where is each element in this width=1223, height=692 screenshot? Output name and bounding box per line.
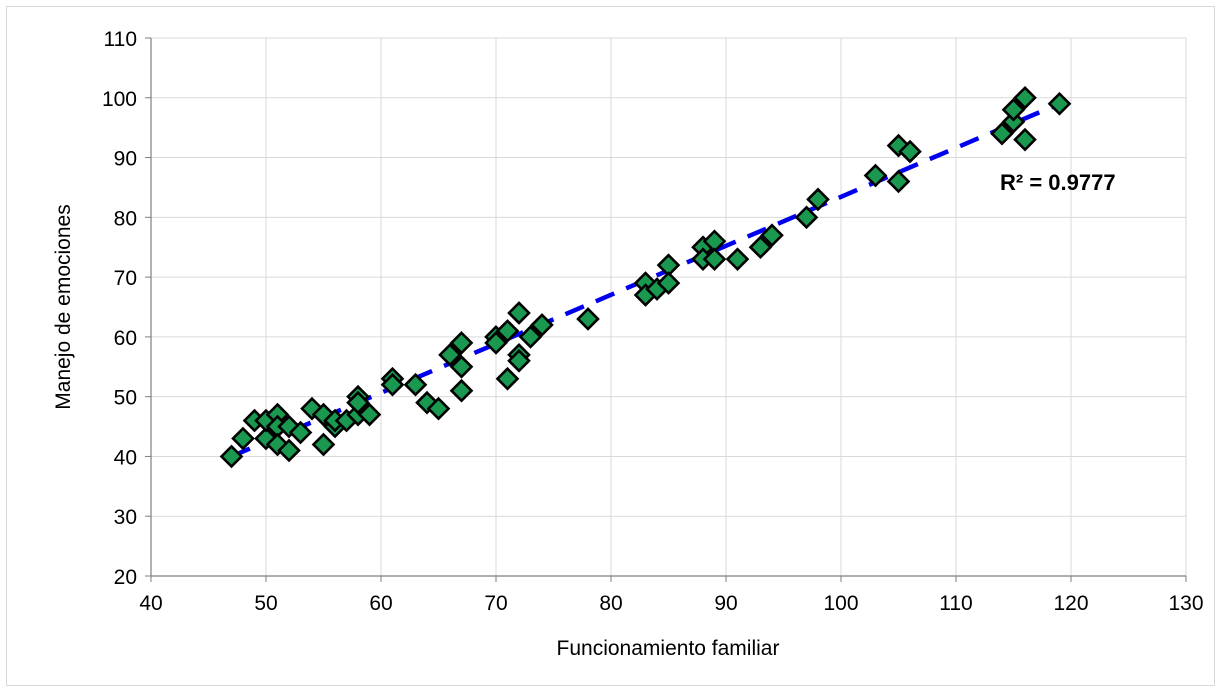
x-axis-title: Funcionamiento familiar: [557, 637, 780, 660]
data-point: [495, 319, 520, 343]
x-tick-label: 110: [939, 592, 972, 615]
data-point: [507, 301, 531, 325]
y-tick-label: 20: [114, 566, 137, 589]
data-point: [748, 235, 773, 260]
data-point: [990, 121, 1014, 146]
data-point: [725, 247, 750, 272]
data-point: [898, 139, 922, 164]
data-point: [277, 438, 301, 463]
data-point: [794, 205, 819, 230]
data-point: [357, 402, 382, 427]
x-tick-label: 80: [599, 592, 622, 615]
data-point: [806, 187, 830, 212]
axes: [145, 37, 1187, 582]
data-points: [219, 85, 1072, 469]
y-tick-label: 60: [114, 327, 137, 350]
data-point: [231, 426, 255, 451]
data-point: [1047, 91, 1072, 116]
x-tick-label: 100: [823, 592, 858, 615]
y-tick-label: 110: [104, 28, 137, 51]
data-point: [346, 390, 370, 415]
data-point: [760, 223, 784, 248]
x-tick-label: 50: [254, 592, 277, 615]
x-tick-label: 130: [1168, 592, 1203, 615]
y-tick-labels: 20 30 40 50 60 70 80 90 100 110: [102, 28, 137, 589]
data-point: [886, 169, 911, 194]
x-tick-label: 90: [714, 592, 737, 615]
y-tick-label: 90: [114, 148, 137, 171]
data-point: [656, 271, 681, 295]
y-tick-label: 70: [114, 267, 137, 290]
data-point: [530, 313, 554, 337]
data-point: [518, 325, 543, 349]
y-tick-label: 50: [114, 387, 137, 410]
data-point: [449, 378, 474, 403]
data-point: [1013, 85, 1037, 110]
y-tick-label: 30: [114, 506, 137, 529]
gridlines: [150, 37, 1187, 577]
y-tick-label: 100: [102, 88, 137, 111]
data-point: [702, 247, 727, 272]
data-point: [1013, 127, 1037, 152]
data-point: [288, 420, 313, 445]
y-tick-label: 80: [114, 207, 137, 230]
data-point: [863, 163, 888, 188]
data-point: [403, 372, 428, 397]
data-point: [576, 307, 600, 331]
data-point: [1001, 109, 1026, 134]
x-tick-label: 120: [1053, 592, 1088, 615]
data-point: [449, 354, 474, 379]
y-tick-label: 40: [114, 446, 137, 469]
x-tick-label: 60: [369, 592, 392, 615]
data-point: [438, 342, 462, 367]
data-point: [495, 366, 520, 391]
data-point: [449, 331, 474, 355]
data-point: [1001, 97, 1026, 122]
data-point: [219, 444, 244, 469]
r-squared-label: R² = 0.9777: [1000, 170, 1116, 195]
data-point: [507, 348, 531, 373]
x-tick-label: 40: [139, 592, 162, 615]
trendline-group: [230, 101, 1061, 459]
data-point: [484, 331, 508, 355]
data-point: [426, 396, 451, 421]
data-point: [311, 432, 336, 457]
data-point: [380, 372, 405, 397]
x-tick-label: 70: [484, 592, 507, 615]
x-tick-labels: 40 50 60 70 80 90 100 110 120 130: [139, 592, 1203, 615]
linear-trendline: [230, 101, 1061, 459]
y-axis-title: Manejo de emociones: [52, 204, 75, 409]
